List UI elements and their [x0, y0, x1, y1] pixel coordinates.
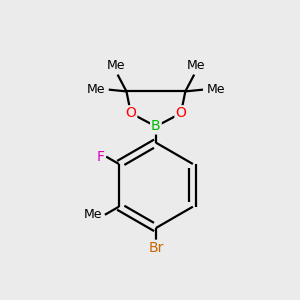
Text: Me: Me — [186, 59, 205, 72]
Text: Me: Me — [206, 83, 225, 96]
Text: Br: Br — [148, 241, 164, 255]
Text: Me: Me — [87, 83, 105, 96]
Text: Me: Me — [84, 208, 103, 221]
Text: O: O — [176, 106, 186, 120]
Text: Me: Me — [107, 59, 125, 72]
Text: O: O — [125, 106, 136, 120]
Text: B: B — [151, 119, 161, 134]
Text: F: F — [97, 150, 105, 164]
